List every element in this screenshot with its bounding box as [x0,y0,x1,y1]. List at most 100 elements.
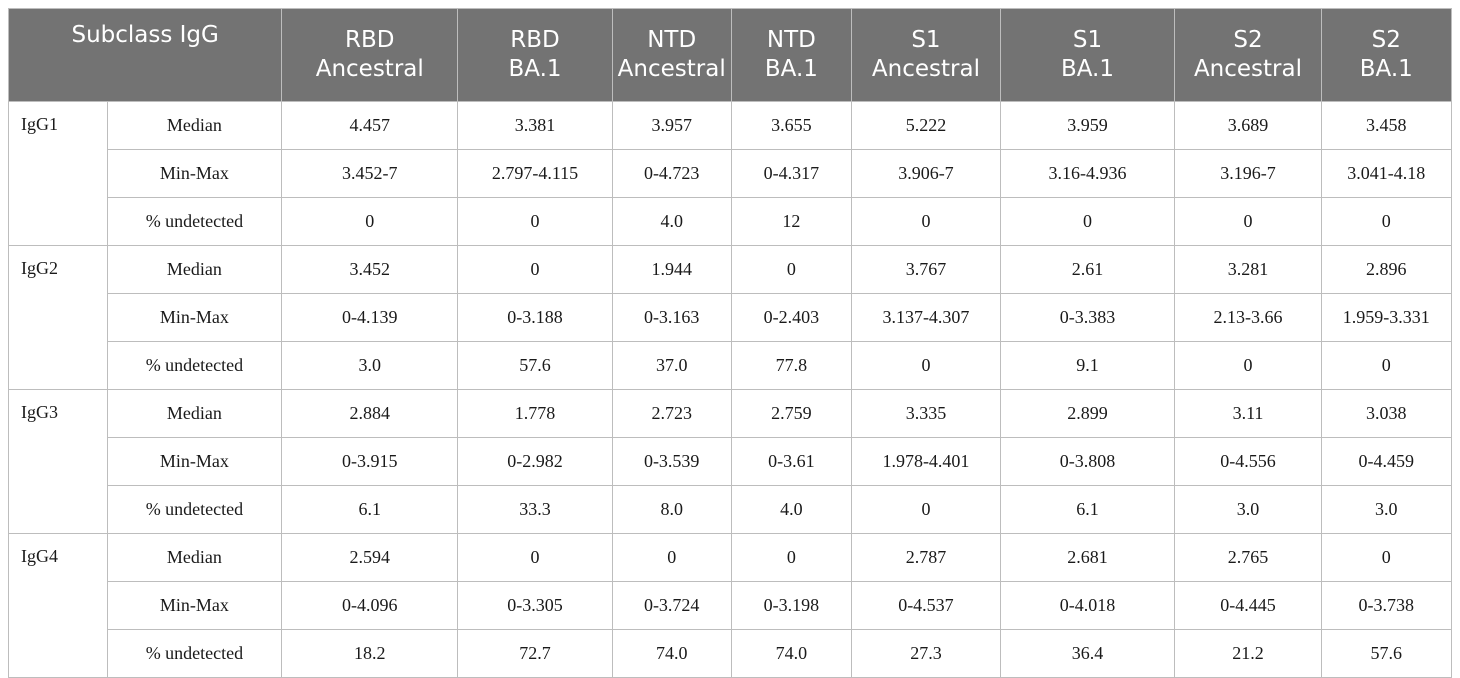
table-cell: 74.0 [611,629,732,678]
table-cell: 0 [1320,341,1453,390]
table-row: IgG3 Median 2.884 1.778 2.723 2.759 3.335 2.899… [8,389,1453,534]
table-cell: 3.281 [1174,245,1322,294]
table-cell: 0-3.383 [999,293,1176,342]
table-row: IgG1 Median 4.457 3.381 3.957 3.655 5.222 3.959… [8,101,1453,246]
table-cell: 3.381 [457,101,613,150]
header-s1-ba1: S1 BA.1 [999,8,1176,102]
table-cell: 2.594 [281,533,459,582]
table-row: Min-Max 0-4.096 0-3.305 0-3.724 0-3.198 0-4.5… [9,581,1453,630]
table-cell: 3.452 [281,245,459,294]
stat-label: Min-Max [106,581,283,630]
table-cell: 72.7 [457,629,613,678]
table-cell: 0-4.556 [1174,437,1322,486]
table-cell: 2.61 [999,245,1176,294]
stat-label: Median [106,389,283,438]
table-cell: 12 [730,197,853,246]
table-cell: 8.0 [611,485,732,534]
table-cell: 0-4.139 [281,293,459,342]
table-cell: 2.13-3.66 [1174,293,1322,342]
table-cell: 0-3.915 [281,437,459,486]
table-cell: 0-3.163 [611,293,732,342]
table-cell: 0-4.096 [281,581,459,630]
group-label: IgG1 [8,101,108,246]
header-rbd-ancestral: RBD Ancestral [281,8,459,102]
table-cell: 33.3 [457,485,613,534]
table-cell: 3.458 [1320,101,1453,150]
table-cell: 18.2 [281,629,459,678]
table-cell: 3.0 [1320,485,1453,534]
table-cell: 0 [1320,533,1453,582]
table-cell: 0 [851,485,1001,534]
table-cell: 3.452-7 [281,149,459,198]
table-row: Min-Max 3.452-7 2.797-4.115 0-4.723 0-4.317 3… [9,149,1453,198]
table-cell: 36.4 [999,629,1176,678]
table-cell: 2.759 [730,389,853,438]
igg-subclass-table: Subclass IgG RBD Ancestral RBD BA.1 NTD Anc… [7,8,1453,678]
table-cell: 0-3.808 [999,437,1176,486]
table-cell: 0-3.305 [457,581,613,630]
stat-label: Median [106,533,283,582]
table-cell: 0-3.738 [1320,581,1453,630]
header-row: Subclass IgG RBD Ancestral RBD BA.1 NTD Anc… [7,8,1453,102]
table-cell: 1.959-3.331 [1320,293,1453,342]
table-cell: 3.957 [611,101,732,150]
stat-label: % undetected [106,485,283,534]
table-cell: 5.222 [851,101,1001,150]
stat-label: % undetected [106,341,283,390]
stat-label: Median [106,245,283,294]
table-row: Min-Max 0-4.139 0-3.188 0-3.163 0-2.403 3.137… [9,293,1453,342]
table-cell: 0 [611,533,732,582]
table-cell: 2.896 [1320,245,1453,294]
table-cell: 74.0 [730,629,853,678]
stat-label: Min-Max [106,149,283,198]
table-cell: 0-4.445 [1174,581,1322,630]
table-cell: 3.689 [1174,101,1322,150]
table-cell: 9.1 [999,341,1176,390]
header-subclass: Subclass IgG [7,8,283,102]
table-cell: 6.1 [281,485,459,534]
table-cell: 0 [457,533,613,582]
group-label: IgG2 [8,245,108,390]
table-cell: 0 [851,341,1001,390]
table-cell: 1.778 [457,389,613,438]
table-cell: 3.959 [999,101,1176,150]
table-cell: 3.906-7 [851,149,1001,198]
stat-label: Min-Max [106,293,283,342]
table-cell: 2.884 [281,389,459,438]
table-cell: 4.457 [281,101,459,150]
table-row: % undetected 6.1 33.3 8.0 4.0 0 6.1 3.0 3.0 [9,485,1453,534]
table-row: % undetected 3.0 57.6 37.0 77.8 0 9.1 0 0 [9,341,1453,390]
stat-label: % undetected [106,197,283,246]
table-cell: 2.899 [999,389,1176,438]
table-body: IgG1 Median 4.457 3.381 3.957 3.655 5.222 3.959… [8,101,1453,678]
header-s2-ba1: S2 BA.1 [1320,8,1453,102]
stat-label: Median [106,101,283,150]
table-cell: 2.723 [611,389,732,438]
table-cell: 0-4.018 [999,581,1176,630]
stat-label: Min-Max [106,437,283,486]
table-cell: 0 [851,197,1001,246]
table-cell: 0 [730,245,853,294]
header-ntd-ba1: NTD BA.1 [730,8,853,102]
table-cell: 0 [457,197,613,246]
table-cell: 2.787 [851,533,1001,582]
table-cell: 1.944 [611,245,732,294]
header-ntd-ancestral: NTD Ancestral [611,8,732,102]
table-cell: 2.765 [1174,533,1322,582]
table-cell: 0 [1174,197,1322,246]
group-label: IgG3 [8,389,108,534]
table-cell: 77.8 [730,341,853,390]
table-cell: 0-3.188 [457,293,613,342]
table-row: IgG4 Median 2.594 0 0 0 2.787 2.681 2.765 0 [8,533,1453,678]
stat-label: % undetected [106,629,283,678]
table-cell: 3.0 [1174,485,1322,534]
table-cell: 0 [457,245,613,294]
table-cell: 0 [1174,341,1322,390]
table-cell: 2.797-4.115 [457,149,613,198]
group-label: IgG4 [8,533,108,678]
table-cell: 0-4.723 [611,149,732,198]
table-cell: 0-4.537 [851,581,1001,630]
table-cell: 2.681 [999,533,1176,582]
header-s1-ancestral: S1 Ancestral [851,8,1001,102]
table-cell: 0-3.724 [611,581,732,630]
